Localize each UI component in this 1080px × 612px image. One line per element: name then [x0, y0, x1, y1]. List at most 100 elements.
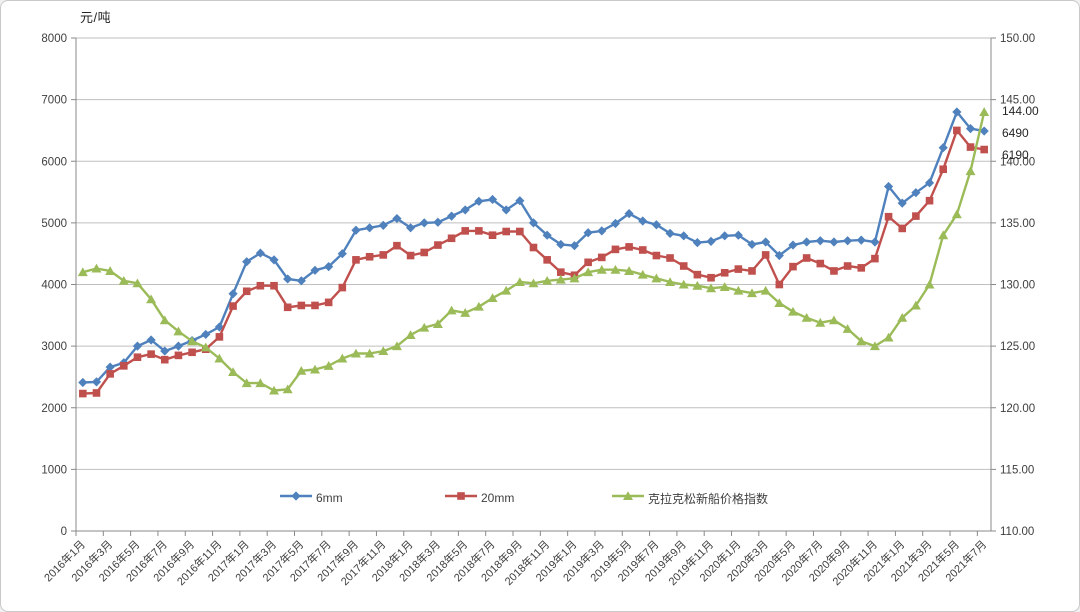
left-axis-tick-label: 1000: [41, 464, 67, 476]
data-point-marker: [883, 181, 894, 192]
data-point-marker: [678, 279, 689, 289]
data-point-marker: [310, 265, 320, 275]
data-point-marker: [132, 278, 143, 288]
data-point-marker: [242, 287, 251, 296]
data-point-marker: [542, 230, 552, 240]
data-point-marker: [720, 268, 729, 277]
data-point-marker: [857, 264, 866, 272]
data-point-marker: [651, 220, 662, 230]
data-point-marker: [475, 227, 483, 235]
data-point-marker: [625, 243, 633, 251]
data-point-marker: [747, 288, 758, 298]
legend-swatch-svg: [612, 491, 644, 500]
data-point-marker: [569, 273, 580, 283]
data-point-marker: [815, 317, 826, 327]
data-point-marker: [597, 226, 607, 236]
data-point-marker: [556, 239, 566, 250]
data-point-marker: [953, 126, 961, 135]
data-point-marker: [871, 254, 879, 263]
data-point-marker: [774, 250, 784, 261]
data-point-marker: [719, 282, 730, 291]
data-point-marker: [378, 346, 389, 356]
data-point-marker: [884, 212, 893, 221]
data-point-marker: [555, 274, 566, 284]
data-point-marker: [802, 254, 811, 262]
data-point-marker: [214, 353, 225, 363]
data-point-marker: [324, 262, 334, 272]
data-point-marker: [228, 289, 238, 299]
data-point-marker: [980, 145, 988, 154]
data-point-marker: [761, 251, 770, 259]
data-point-marker: [241, 378, 252, 388]
data-point-marker: [856, 336, 867, 346]
data-point-marker: [364, 348, 375, 358]
data-point-marker: [666, 254, 674, 262]
data-point-marker: [883, 332, 894, 342]
data-point-marker: [624, 266, 635, 275]
diamond-marker-icon: [291, 491, 301, 501]
data-point-marker: [105, 362, 115, 372]
data-point-marker: [910, 300, 921, 310]
right-axis-tick-label: 115.00: [1000, 464, 1034, 476]
data-point-marker: [637, 269, 648, 279]
data-point-marker: [242, 257, 252, 267]
data-point-marker: [939, 165, 948, 174]
data-point-marker: [119, 362, 128, 370]
square-marker-icon: [457, 492, 465, 500]
data-point-marker: [173, 341, 184, 351]
data-point-marker: [146, 335, 156, 345]
data-point-marker: [951, 209, 962, 219]
triangle-marker-icon: [623, 491, 633, 500]
data-point-marker: [337, 353, 348, 363]
data-point-marker: [911, 188, 921, 198]
data-point-marker: [528, 278, 539, 288]
series-markers-克拉克松新船价格指数: [77, 107, 990, 395]
legend-marker-clarkson-index: [611, 489, 645, 507]
data-point-marker: [679, 231, 689, 241]
data-point-marker: [270, 281, 278, 290]
data-point-marker: [337, 249, 347, 259]
data-point-marker: [296, 365, 307, 375]
data-point-marker: [352, 256, 360, 264]
data-point-marker: [869, 341, 880, 351]
data-point-marker: [447, 234, 456, 243]
data-point-marker: [473, 301, 484, 311]
series-markers-20mm: [79, 126, 988, 398]
data-point-marker: [897, 198, 907, 208]
right-axis-tick-label: 130.00: [1000, 280, 1035, 292]
data-point-marker: [146, 294, 157, 304]
data-point-marker: [733, 285, 744, 295]
data-point-marker: [557, 268, 565, 276]
data-point-marker: [133, 353, 142, 362]
data-point-marker: [159, 315, 170, 325]
data-point-marker: [788, 240, 798, 250]
data-point-marker: [706, 236, 716, 246]
data-point-marker: [816, 259, 825, 268]
data-point-marker: [733, 230, 743, 240]
legend-swatch-svg: [445, 492, 477, 500]
legend-item-20mm: 20mm: [444, 490, 514, 506]
data-point-marker: [488, 231, 497, 239]
data-point-marker: [652, 251, 661, 260]
data-point-marker: [323, 361, 334, 370]
legend-marker-20mm: [444, 489, 478, 507]
data-point-marker: [297, 301, 306, 310]
left-axis-tick-label: 7000: [41, 95, 67, 107]
data-point-marker: [214, 322, 224, 332]
data-point-marker: [229, 302, 237, 310]
data-point-marker: [802, 237, 812, 247]
data-point-marker: [283, 303, 292, 312]
data-point-marker: [79, 389, 87, 398]
data-point-marker: [350, 348, 361, 358]
data-point-marker: [898, 224, 907, 233]
data-point-marker: [406, 251, 415, 260]
legend-swatch-svg: [280, 491, 312, 501]
data-point-marker: [92, 389, 101, 397]
data-point-marker: [583, 267, 594, 277]
data-point-marker: [393, 241, 401, 250]
data-point-marker: [474, 196, 484, 206]
legend-label-clarkson-index: 克拉克松新船价格指数: [648, 491, 769, 506]
data-point-marker: [201, 329, 211, 340]
data-point-marker: [638, 246, 647, 254]
